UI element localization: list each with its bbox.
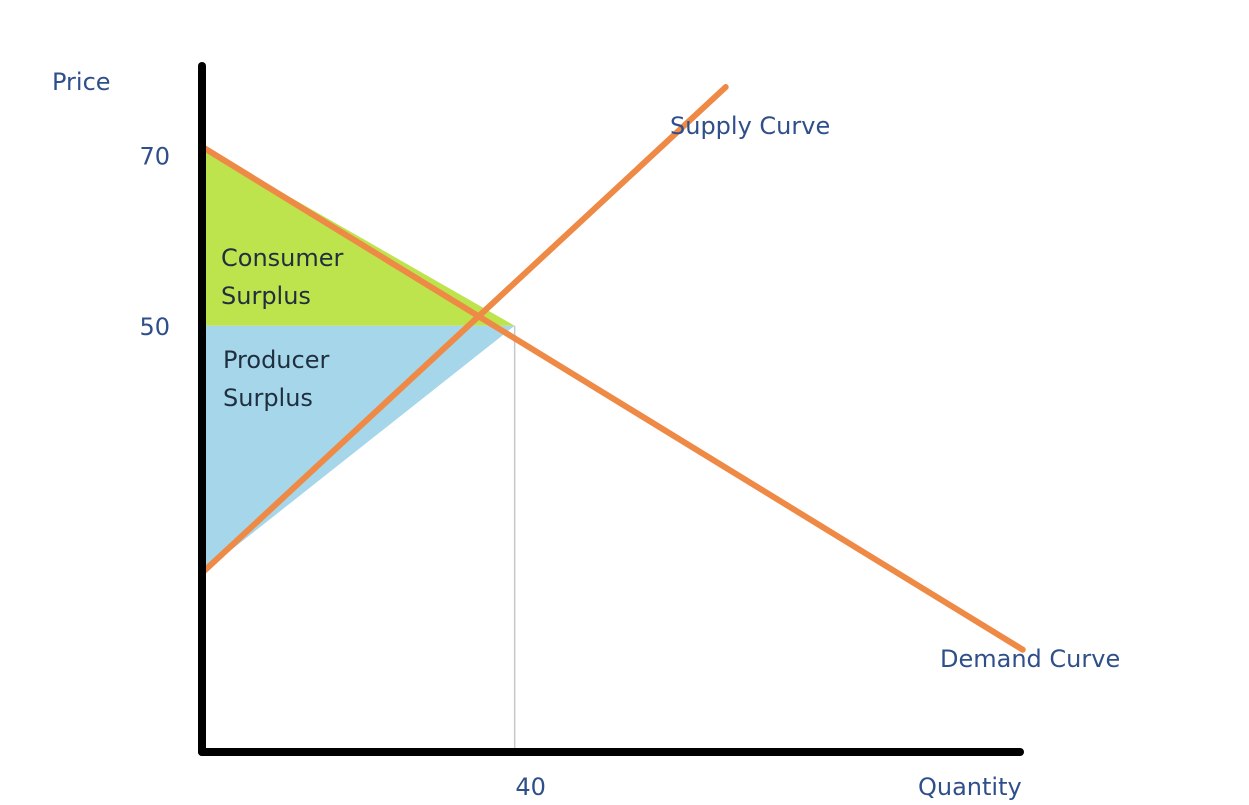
y-tick-label: 50 (139, 313, 170, 341)
demand-curve-label: Demand Curve (940, 645, 1120, 673)
producer-surplus-label-line-1: Producer (223, 346, 329, 374)
demand-curve (199, 143, 1026, 653)
x-tick-label: 40 (515, 773, 546, 800)
consumer-surplus-label-line-1: Consumer (221, 244, 344, 272)
y-tick-label: 70 (139, 142, 170, 170)
y-axis-title: Price (52, 68, 111, 96)
supply-curve-label: Supply Curve (670, 112, 830, 140)
x-axis-title: Quantity (918, 773, 1022, 800)
producer-surplus-label-line-2: Surplus (223, 384, 313, 412)
consumer-surplus-region (202, 146, 515, 326)
producer-surplus-region (202, 325, 515, 573)
consumer-surplus-label-line-2: Surplus (221, 282, 311, 310)
supply-curve (199, 84, 729, 576)
